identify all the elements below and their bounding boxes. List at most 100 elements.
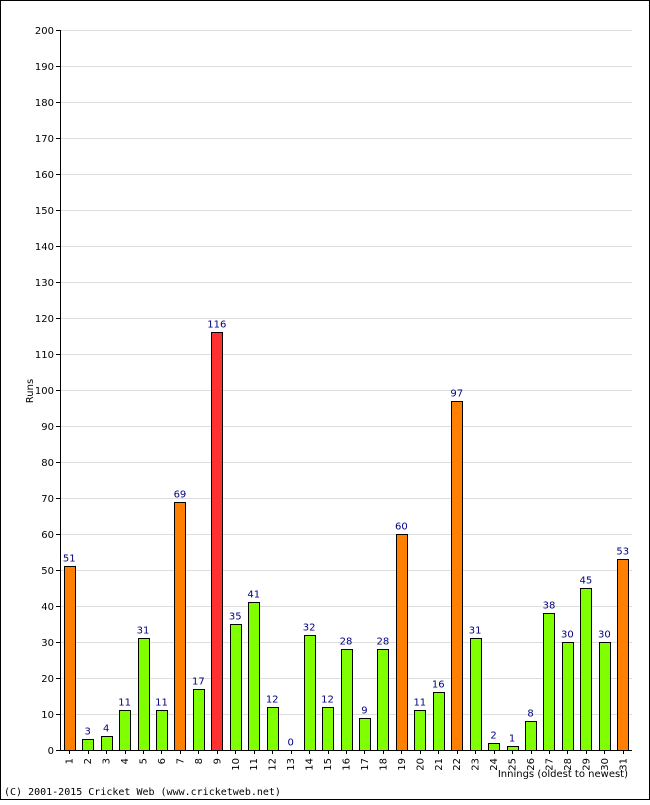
data-label: 51 — [63, 554, 76, 565]
y-tick-label: 0 — [48, 746, 54, 757]
x-tick-label: 20 — [415, 758, 426, 771]
x-tick-label: 15 — [323, 758, 334, 771]
y-tick-label: 10 — [41, 710, 54, 721]
y-tick-label: 80 — [41, 458, 54, 469]
data-label: 8 — [527, 709, 533, 720]
data-label: 12 — [266, 695, 279, 706]
y-tick-label: 20 — [41, 674, 54, 685]
data-label: 28 — [340, 637, 353, 648]
bar — [82, 739, 94, 751]
bar — [174, 502, 186, 751]
y-tick-label: 60 — [41, 530, 54, 541]
y-tick-label: 40 — [41, 602, 54, 613]
x-tick-label: 11 — [249, 758, 260, 771]
bar — [599, 642, 611, 751]
data-label: 11 — [155, 698, 168, 709]
data-label: 41 — [247, 590, 260, 601]
y-tick-label: 130 — [35, 278, 54, 289]
data-label: 16 — [432, 680, 445, 691]
x-tick-label: 16 — [342, 758, 353, 771]
x-tick-label: 31 — [618, 758, 629, 771]
bar — [507, 746, 519, 751]
data-label: 11 — [118, 698, 131, 709]
bar — [101, 736, 113, 751]
bar — [525, 721, 537, 751]
axes — [56, 30, 632, 754]
bar — [617, 559, 629, 751]
bar — [138, 638, 150, 751]
copyright-text: (C) 2001-2015 Cricket Web (www.cricketwe… — [4, 787, 281, 798]
data-label: 60 — [395, 522, 408, 533]
x-tick-label: 10 — [231, 758, 242, 771]
bar — [119, 710, 131, 751]
labels: 0102030405060708090100110120130140150160… — [35, 26, 629, 771]
bar — [377, 649, 389, 751]
y-tick-label: 70 — [41, 494, 54, 505]
data-label: 28 — [377, 637, 390, 648]
y-tick-label: 120 — [35, 314, 54, 325]
grid-lines — [60, 30, 632, 715]
bar — [470, 638, 482, 751]
bar — [580, 588, 592, 751]
data-label: 31 — [469, 626, 482, 637]
bar — [414, 710, 426, 751]
bar — [488, 743, 500, 751]
data-label: 69 — [174, 490, 187, 501]
y-tick-label: 200 — [35, 26, 54, 37]
data-label: 1 — [509, 734, 515, 745]
x-tick-label: 27 — [544, 758, 555, 771]
x-tick-label: 21 — [434, 758, 445, 771]
bar — [248, 602, 260, 751]
x-tick-label: 25 — [508, 758, 519, 771]
bar — [267, 707, 279, 751]
x-tick-label: 29 — [581, 758, 592, 771]
data-label: 30 — [598, 630, 611, 641]
data-label: 97 — [450, 389, 463, 400]
x-tick-label: 1 — [65, 758, 76, 764]
data-label: 30 — [561, 630, 574, 641]
data-label: 4 — [103, 724, 109, 735]
bar — [341, 649, 353, 751]
x-tick-label: 14 — [305, 758, 316, 771]
x-tick-label: 19 — [397, 758, 408, 771]
x-tick-label: 22 — [452, 758, 463, 771]
x-tick-label: 17 — [360, 758, 371, 771]
bar — [322, 707, 334, 751]
x-tick-label: 28 — [563, 758, 574, 771]
y-tick-label: 30 — [41, 638, 54, 649]
x-tick-label: 18 — [378, 758, 389, 771]
bar — [543, 613, 555, 751]
data-label: 2 — [490, 731, 496, 742]
x-tick-label: 23 — [471, 758, 482, 771]
bar — [562, 642, 574, 751]
bar — [193, 689, 205, 751]
x-tick-label: 13 — [286, 758, 297, 771]
x-tick-label: 4 — [120, 758, 131, 764]
y-tick-label: 110 — [35, 350, 54, 361]
y-tick-label: 190 — [35, 62, 54, 73]
y-tick-label: 180 — [35, 98, 54, 109]
x-tick-label: 26 — [526, 758, 537, 771]
y-tick-label: 170 — [35, 134, 54, 145]
y-axis-title: Runs — [25, 379, 36, 403]
x-tick-label: 24 — [489, 758, 500, 771]
data-label: 3 — [84, 727, 90, 738]
data-label: 45 — [580, 576, 593, 587]
y-tick-label: 140 — [35, 242, 54, 253]
y-tick-label: 160 — [35, 170, 54, 181]
bar — [433, 692, 445, 751]
x-tick-label: 7 — [175, 758, 186, 764]
y-tick-label: 90 — [41, 422, 54, 433]
x-tick-label: 2 — [83, 758, 94, 764]
data-label: 17 — [192, 677, 205, 688]
x-tick-label: 9 — [212, 758, 223, 764]
data-label: 9 — [361, 706, 367, 717]
bar — [64, 566, 76, 751]
x-tick-label: 12 — [268, 758, 279, 771]
data-label: 53 — [616, 547, 629, 558]
x-tick-label: 8 — [194, 758, 205, 764]
bar — [304, 635, 316, 751]
data-label: 0 — [287, 738, 293, 749]
bar — [451, 401, 463, 751]
